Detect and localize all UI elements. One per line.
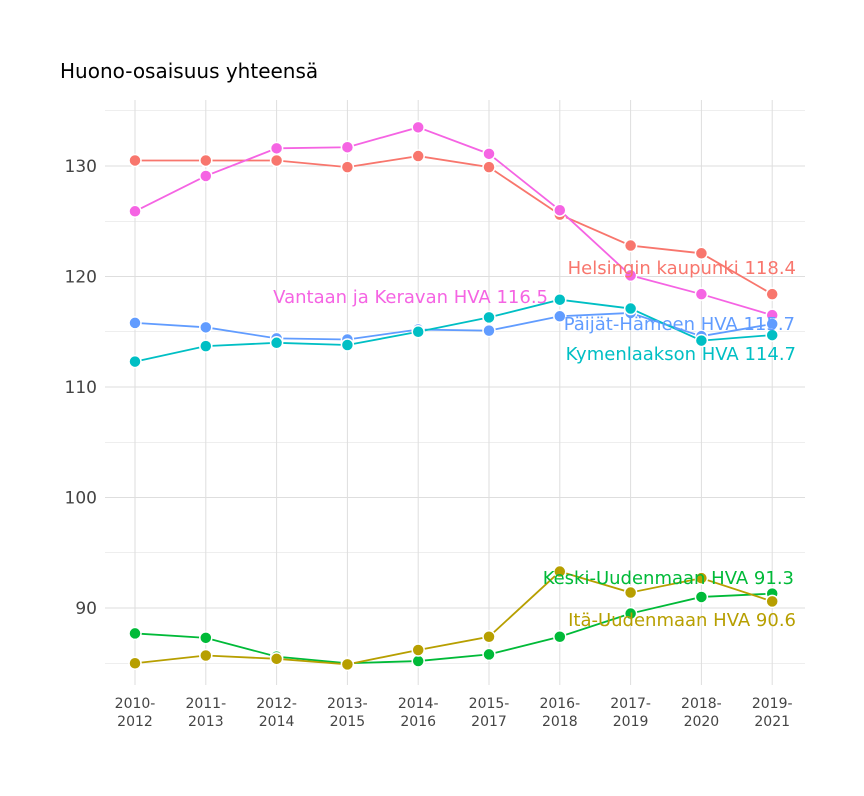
data-point — [199, 169, 213, 183]
y-tick-label: 130 — [65, 157, 97, 177]
data-point — [128, 626, 142, 641]
data-point — [553, 309, 567, 324]
series-label: Helsingin kaupunki 118.4 — [568, 258, 796, 279]
series-line — [134, 298, 773, 363]
data-point — [411, 149, 425, 163]
y-tick-label: 90 — [75, 599, 97, 619]
data-point — [199, 339, 213, 353]
series-label: Kymenlaakson HVA 114.7 — [566, 344, 796, 365]
y-tick-label: 100 — [65, 489, 97, 509]
data-point — [694, 571, 709, 585]
series-line — [134, 570, 773, 666]
data-point — [623, 238, 638, 253]
x-tick-label: 2013-2015 — [327, 696, 368, 730]
data-point — [623, 606, 638, 621]
data-point — [694, 287, 709, 301]
data-point — [269, 141, 284, 156]
series-line — [135, 155, 773, 295]
data-point — [482, 160, 496, 174]
data-point — [340, 160, 355, 174]
y-tick-label: 120 — [65, 268, 97, 288]
x-tick-label: 2014-2016 — [398, 696, 439, 730]
data-point — [553, 564, 567, 579]
x-tick-label: 2018-2020 — [681, 696, 722, 730]
series-line — [134, 592, 773, 665]
x-tick-label: 2010-2012 — [115, 696, 156, 730]
data-point — [269, 153, 284, 168]
data-point — [128, 316, 142, 330]
data-point — [482, 323, 496, 338]
series-label: Päijät-Hämeen HVA 115.7 — [564, 314, 795, 335]
data-point — [482, 647, 496, 662]
data-point — [128, 204, 142, 219]
data-point — [411, 643, 425, 657]
series-line — [134, 126, 773, 317]
x-tick-label: 2016-2018 — [539, 696, 580, 730]
series-5 — [128, 564, 779, 672]
series-1 — [128, 120, 779, 322]
data-point — [553, 629, 567, 644]
data-point — [553, 292, 567, 307]
data-point — [199, 631, 213, 645]
data-point — [411, 325, 425, 339]
data-point — [765, 287, 779, 301]
data-point — [128, 354, 142, 369]
chart-title: Huono-osaisuus yhteensä — [60, 59, 318, 83]
data-point — [482, 147, 496, 161]
data-point — [199, 648, 213, 663]
data-point — [482, 310, 496, 325]
data-point — [694, 246, 709, 261]
y-tick-label: 110 — [65, 378, 97, 398]
data-point — [694, 333, 709, 348]
data-point — [482, 629, 496, 644]
series-0 — [128, 149, 779, 301]
data-point — [128, 656, 142, 670]
data-point — [340, 140, 355, 154]
data-point — [623, 585, 638, 600]
series-label: Itä-Uudenmaan HVA 90.6 — [568, 610, 796, 631]
data-point — [199, 153, 213, 168]
data-point — [128, 153, 142, 168]
data-point — [765, 328, 779, 342]
data-point — [199, 320, 213, 335]
series-label: Keski-Uudenmaan HVA 91.3 — [543, 568, 794, 589]
data-point — [765, 594, 779, 609]
data-point — [269, 336, 284, 350]
data-point — [411, 120, 425, 135]
data-point — [340, 657, 355, 672]
data-point — [411, 654, 425, 668]
series-3 — [128, 292, 779, 369]
x-tick-label: 2012-2014 — [256, 696, 297, 730]
data-point — [269, 652, 284, 666]
data-point — [340, 338, 355, 352]
data-point — [553, 203, 567, 217]
x-tick-label: 2017-2019 — [610, 696, 651, 730]
data-point — [694, 590, 709, 604]
data-point — [623, 301, 638, 316]
x-tick-label: 2011-2013 — [185, 696, 226, 730]
data-point — [623, 268, 638, 283]
x-tick-label: 2015-2017 — [469, 696, 510, 730]
x-tick-label: 2019-2021 — [752, 696, 793, 730]
series-label: Vantaan ja Keravan HVA 116.5 — [273, 287, 548, 308]
